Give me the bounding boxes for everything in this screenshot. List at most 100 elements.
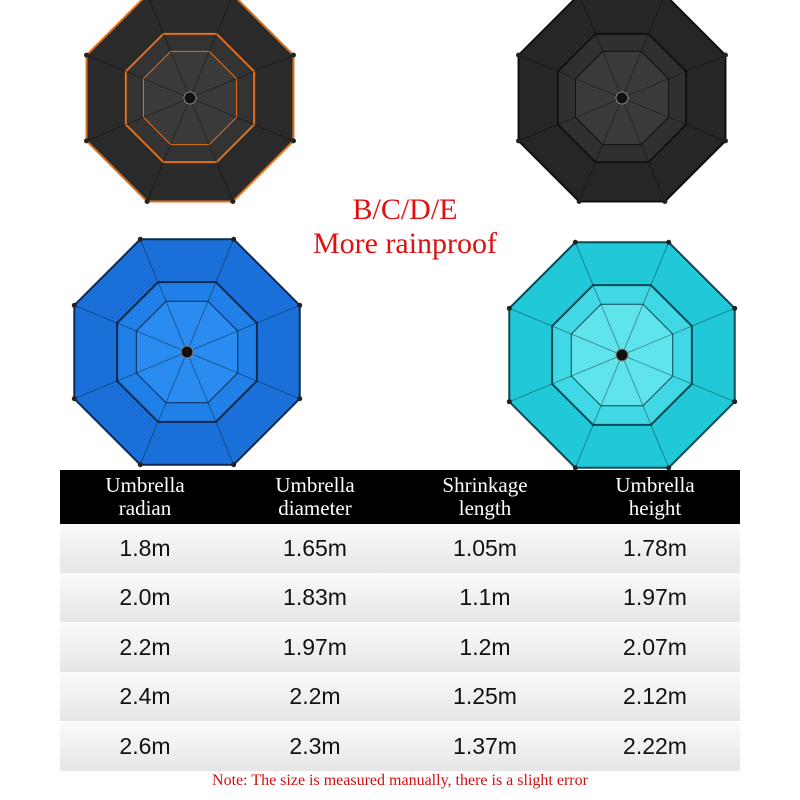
header-line: radian bbox=[118, 496, 172, 520]
header-cell: Shrinkage length bbox=[400, 474, 570, 520]
header-line: diameter bbox=[278, 496, 352, 520]
note: Note: The size is measured manually, the… bbox=[212, 772, 588, 789]
table-cell: 2.6m bbox=[119, 732, 171, 759]
umbrella-rib bbox=[621, 54, 726, 99]
rib-tip bbox=[231, 236, 237, 242]
table-cell: 1.78m bbox=[623, 534, 687, 561]
rib-tip bbox=[297, 302, 303, 308]
umbrella-rib bbox=[189, 0, 232, 99]
rib-tip bbox=[84, 138, 90, 144]
banner-line: More rainproof bbox=[312, 227, 498, 260]
header-line: Umbrella bbox=[275, 473, 355, 497]
table-row: 2.6m 2.3m 1.37m 2.22m bbox=[60, 722, 740, 772]
table-cell: 1.25m bbox=[453, 683, 517, 710]
table-cell: 2.2m bbox=[289, 683, 341, 710]
umbrella-rib bbox=[186, 239, 235, 353]
umbrella-rib bbox=[139, 351, 188, 465]
rib-tip bbox=[722, 52, 728, 58]
rib-tip bbox=[572, 239, 578, 245]
rib-tip bbox=[506, 305, 512, 311]
banner-line: B/C/D/E bbox=[352, 193, 458, 226]
table-cell: 2.07m bbox=[623, 633, 687, 660]
rib-tip bbox=[666, 239, 672, 245]
rib-tip bbox=[572, 465, 578, 470]
rib-tip bbox=[84, 52, 90, 58]
rib-tip bbox=[576, 198, 582, 204]
umbrella-rib bbox=[148, 0, 191, 99]
umbrella-rib bbox=[621, 354, 735, 403]
header-line: Umbrella bbox=[615, 473, 695, 497]
rib-tip bbox=[516, 52, 522, 58]
table-cell: 1.37m bbox=[453, 732, 517, 759]
umbrella-rib bbox=[621, 0, 664, 99]
header-cell: Umbrella radian bbox=[60, 474, 230, 520]
table-cell: 2.4m bbox=[119, 683, 171, 710]
umbrella-rib bbox=[509, 354, 623, 403]
umbrella-rib bbox=[574, 242, 623, 356]
umbrella-rib bbox=[621, 97, 666, 202]
umbrella-rib bbox=[189, 97, 234, 202]
rib-tip bbox=[71, 302, 77, 308]
umbrella-rib bbox=[139, 239, 188, 353]
rib-tip bbox=[666, 465, 672, 470]
rib-tip bbox=[290, 52, 296, 58]
table-cell: 2.12m bbox=[623, 683, 687, 710]
table-row: 2.2m 1.97m 1.2m 2.07m bbox=[60, 623, 740, 673]
header-cell: Umbrella height bbox=[570, 474, 740, 520]
umbrella-rib bbox=[189, 54, 294, 99]
umbrella-rib bbox=[146, 97, 191, 202]
table-row: 1.8m 1.65m 1.05m 1.78m bbox=[60, 524, 740, 574]
table-header: Umbrella radian Umbrella diameter Shrinkage l… bbox=[60, 470, 740, 524]
table-cell: 1.1m bbox=[459, 584, 511, 611]
table-cell: 1.97m bbox=[623, 584, 687, 611]
rib-tip bbox=[722, 138, 728, 144]
rib-tip bbox=[516, 138, 522, 144]
rib-tip bbox=[137, 236, 143, 242]
header-line: Umbrella bbox=[105, 473, 185, 497]
umbrella-rib bbox=[580, 0, 623, 99]
umbrella-hub bbox=[615, 348, 629, 362]
table-cell: 2.2m bbox=[119, 633, 171, 660]
spec-table: Umbrella radian Umbrella diameter Shrinkage l… bbox=[60, 470, 740, 772]
rib-tip bbox=[230, 198, 236, 204]
umbrella-rib bbox=[574, 354, 623, 468]
table-cell: 2.3m bbox=[289, 732, 341, 759]
table-cell: 2.0m bbox=[119, 584, 171, 611]
umbrella-rib bbox=[621, 242, 670, 356]
umbrella-rib bbox=[86, 97, 191, 142]
rib-tip bbox=[290, 138, 296, 144]
umbrella-rib bbox=[186, 351, 235, 465]
umbrella-rib bbox=[86, 54, 191, 99]
umbrella-art bbox=[71, 0, 738, 470]
table-cell: 1.97m bbox=[283, 633, 347, 660]
table-cell: 2.22m bbox=[623, 732, 687, 759]
rib-tip bbox=[662, 198, 668, 204]
table-cell: 1.8m bbox=[119, 534, 171, 561]
umbrella-rib bbox=[74, 351, 188, 400]
umbrella-rib bbox=[621, 97, 726, 142]
umbrella-rib bbox=[518, 97, 623, 142]
table-cell: 1.83m bbox=[283, 584, 347, 611]
table-cell: 1.65m bbox=[283, 534, 347, 561]
umbrella-hub bbox=[615, 91, 629, 105]
table-row: 2.4m 2.2m 1.25m 2.12m bbox=[60, 672, 740, 722]
rib-tip bbox=[71, 396, 77, 402]
umbrella-hub bbox=[183, 91, 197, 105]
umbrella-rib bbox=[518, 54, 623, 99]
header-line: Shrinkage bbox=[442, 473, 528, 497]
table-cell: 1.2m bbox=[459, 633, 511, 660]
umbrella-hub bbox=[180, 345, 194, 359]
table-cell: 1.05m bbox=[453, 534, 517, 561]
umbrella-rib bbox=[509, 307, 623, 356]
umbrella-rib bbox=[578, 97, 623, 202]
rib-tip bbox=[506, 399, 512, 405]
rib-tip bbox=[231, 462, 237, 468]
umbrella-rib bbox=[621, 354, 670, 468]
rib-tip bbox=[732, 399, 738, 405]
header-line: length bbox=[458, 496, 512, 520]
umbrella-rib bbox=[621, 307, 735, 356]
rib-tip bbox=[137, 462, 143, 468]
table-row: 2.0m 1.83m 1.1m 1.97m bbox=[60, 573, 740, 623]
rib-tip bbox=[732, 305, 738, 311]
header-cell: Umbrella diameter bbox=[230, 474, 400, 520]
